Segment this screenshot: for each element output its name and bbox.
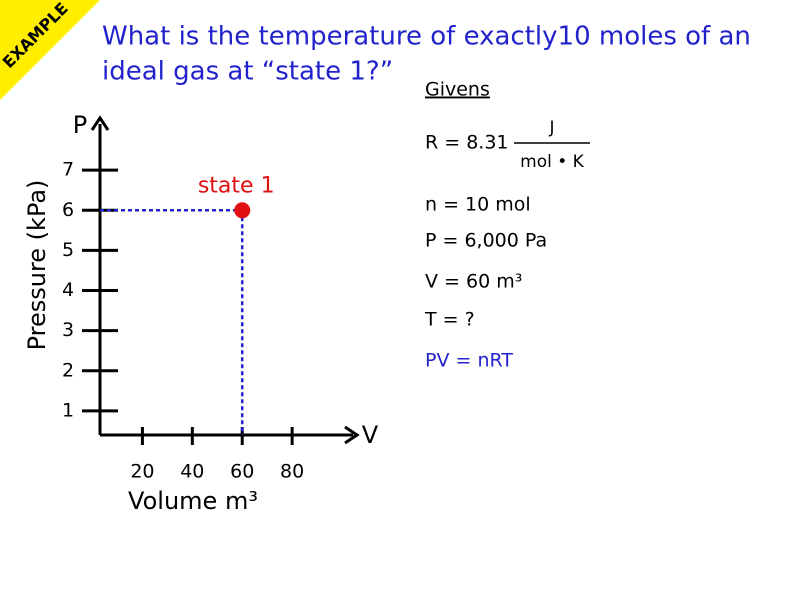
- title-line: ideal gas at “state 1?”: [102, 57, 393, 87]
- given: n = 10 mol: [425, 194, 531, 216]
- y-axis-arrow: [90, 115, 110, 131]
- x-axis-arrow: [344, 425, 360, 445]
- y-tick-label: 1: [62, 399, 74, 421]
- annotation: state 1: [198, 173, 275, 198]
- given: T = ?: [424, 309, 475, 331]
- y-tick-label: 6: [62, 199, 74, 221]
- y-tick-label: 7: [62, 159, 74, 181]
- given: V = 60 m³: [425, 271, 522, 293]
- x-axis-letter: V: [362, 421, 379, 449]
- y-tick-label: 3: [62, 319, 74, 341]
- title-line: What is the temperature of exactly10 mol…: [102, 22, 751, 52]
- x-tick-label: 40: [180, 461, 204, 483]
- y-tick-label: 5: [62, 239, 74, 261]
- x-tick-label: 80: [280, 461, 304, 483]
- givens-heading: Givens: [425, 79, 490, 101]
- x-tick-label: 60: [230, 461, 254, 483]
- banner-shape: [0, 0, 100, 100]
- point: [234, 202, 251, 219]
- y-axis-label: Pressure (kPa): [23, 180, 51, 351]
- x-axis-label: Volume m³: [128, 487, 258, 515]
- y-tick-label: 2: [62, 359, 74, 381]
- x-tick-label: 20: [130, 461, 154, 483]
- equation: PV = nRT: [425, 350, 513, 372]
- y-tick-label: 4: [62, 279, 74, 301]
- fraction-denominator: mol • K: [520, 152, 585, 172]
- y-axis-letter: P: [73, 111, 87, 139]
- given: P = 6,000 Pa: [425, 230, 547, 252]
- given-r: R = 8.31: [425, 132, 509, 154]
- fraction-numerator: J: [548, 118, 554, 138]
